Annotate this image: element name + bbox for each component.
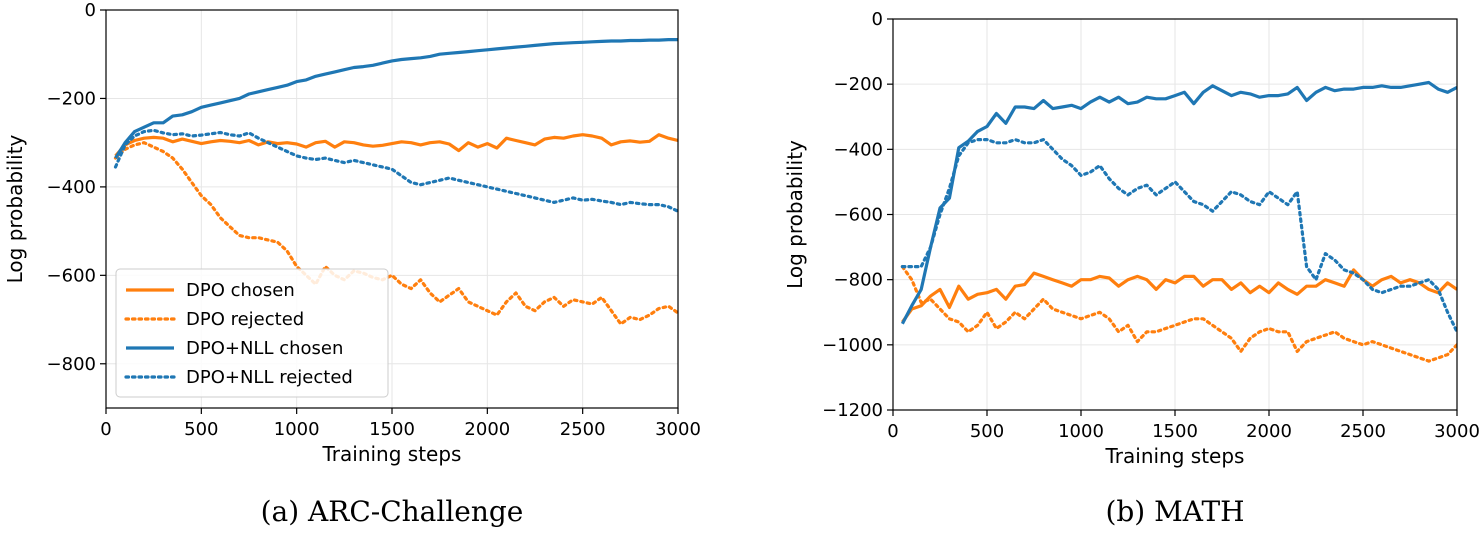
- y-tick-label: 0: [85, 0, 96, 21]
- series-line-dpo-nll-rejected: [113, 128, 678, 213]
- legend: DPO chosen DPO rejected DPO+NLL chosen DPO+…: [115, 268, 389, 398]
- y-tick-label: −200: [47, 88, 96, 109]
- legend-label: DPO+NLL chosen: [186, 338, 343, 359]
- x-tick-label: 1000: [274, 419, 320, 440]
- x-axis-label: Training steps: [322, 442, 462, 466]
- series-line-dpo-rejected: [900, 265, 1457, 363]
- x-tick-label: 1500: [369, 419, 415, 440]
- y-tick-label: −600: [47, 265, 96, 286]
- x-tick-label: 2500: [560, 419, 606, 440]
- x-tick-label: 500: [970, 421, 1004, 442]
- x-tick-label: 1500: [1152, 421, 1198, 442]
- series-line-dpo-rejected: [113, 141, 678, 326]
- x-tick-label: 500: [184, 419, 218, 440]
- x-tick-label: 0: [100, 419, 111, 440]
- x-tick-label: 2500: [1340, 421, 1386, 442]
- y-tick-label: −400: [47, 177, 96, 198]
- legend-box: [115, 268, 389, 398]
- chart-panel-0: 0 500 1000 1500 2000 2500 3000 0 −200 −400 −600 −80…: [3, 0, 701, 528]
- x-tick-label: 1000: [1058, 421, 1104, 442]
- x-tick-label: 2000: [464, 419, 510, 440]
- y-axis-label: Log probability: [3, 134, 27, 283]
- y-tick-label: −1000: [822, 335, 883, 356]
- y-tick-label: −400: [834, 139, 883, 160]
- y-tick-label: −1200: [822, 400, 883, 421]
- series-line-dpo-nll-rejected: [900, 138, 1457, 334]
- legend-label: DPO rejected: [186, 309, 304, 330]
- x-axis-label: Training steps: [1105, 444, 1245, 468]
- chart-panel-1: 0 500 1000 1500 2000 2500 3000 0 −200 −400 −600 −80…: [783, 9, 1480, 528]
- legend-label: DPO+NLL rejected: [186, 367, 353, 388]
- legend-label: DPO chosen: [186, 280, 295, 301]
- x-tick-label: 2000: [1246, 421, 1292, 442]
- series-line-dpo-chosen: [114, 133, 678, 157]
- y-tick-label: −600: [834, 205, 883, 226]
- x-tick-label: 3000: [655, 419, 701, 440]
- x-tick-label: 0: [887, 421, 898, 442]
- panel-caption: (a) ARC-Challenge: [261, 495, 524, 528]
- y-axis-label: Log probability: [783, 140, 807, 289]
- y-tick-label: −200: [834, 74, 883, 95]
- y-tick-label: −800: [47, 354, 96, 375]
- y-tick-label: 0: [872, 9, 883, 30]
- y-tick-label: −800: [834, 270, 883, 291]
- series-line-dpo-nll-chosen: [900, 80, 1457, 325]
- panel-caption: (b) MATH: [1105, 495, 1244, 528]
- x-tick-label: 3000: [1434, 421, 1480, 442]
- series-line-dpo-nll-chosen: [114, 37, 678, 159]
